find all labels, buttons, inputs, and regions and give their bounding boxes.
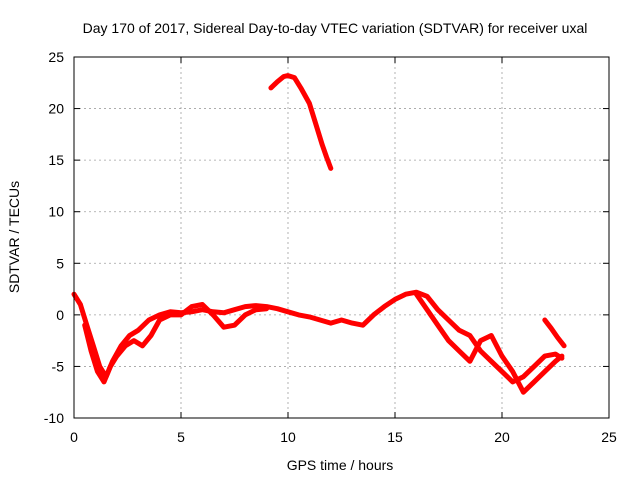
chart-title: Day 170 of 2017, Sidereal Day-to-day VTE… [83, 20, 588, 36]
plot-frame [73, 56, 610, 419]
series-band-c [413, 291, 565, 395]
y-tick-label: 10 [48, 204, 64, 220]
series-late-arc [542, 317, 567, 349]
x-tick-label: 20 [494, 429, 510, 445]
x-tick-label: 15 [387, 429, 403, 445]
x-tick-label: 5 [177, 429, 185, 445]
y-tick-label: -5 [52, 358, 65, 374]
y-tick-label: 5 [56, 255, 64, 271]
axis-ticks: 0 5 10 15 20 25 -10 -5 0 5 10 15 20 25 [44, 49, 617, 445]
x-tick-label: 0 [70, 429, 78, 445]
x-tick-label: 10 [280, 429, 296, 445]
y-tick-label: 25 [48, 49, 64, 65]
y-tick-label: -10 [44, 410, 64, 426]
series-layer [71, 73, 567, 395]
y-tick-label: 15 [48, 152, 64, 168]
x-axis-label: GPS time / hours [287, 457, 394, 473]
y-axis-label: SDTVAR / TECUs [6, 181, 22, 293]
y-tick-label: 20 [48, 101, 64, 117]
x-tick-label: 25 [601, 429, 617, 445]
y-tick-label: 0 [56, 307, 64, 323]
series-upper-arc [268, 73, 334, 171]
grid [74, 57, 609, 418]
series-band-b [82, 302, 270, 385]
